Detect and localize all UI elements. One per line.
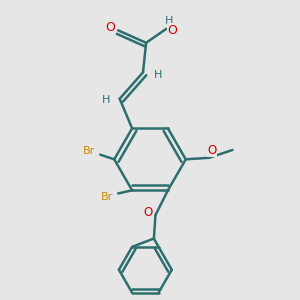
Text: O: O [105,21,115,34]
Text: Br: Br [100,192,113,202]
Text: H: H [165,16,173,26]
Text: O: O [143,206,152,219]
Text: Br: Br [82,146,95,156]
Text: H: H [154,70,162,80]
Text: O: O [208,143,217,157]
Text: H: H [101,95,110,105]
Text: O: O [168,24,178,37]
